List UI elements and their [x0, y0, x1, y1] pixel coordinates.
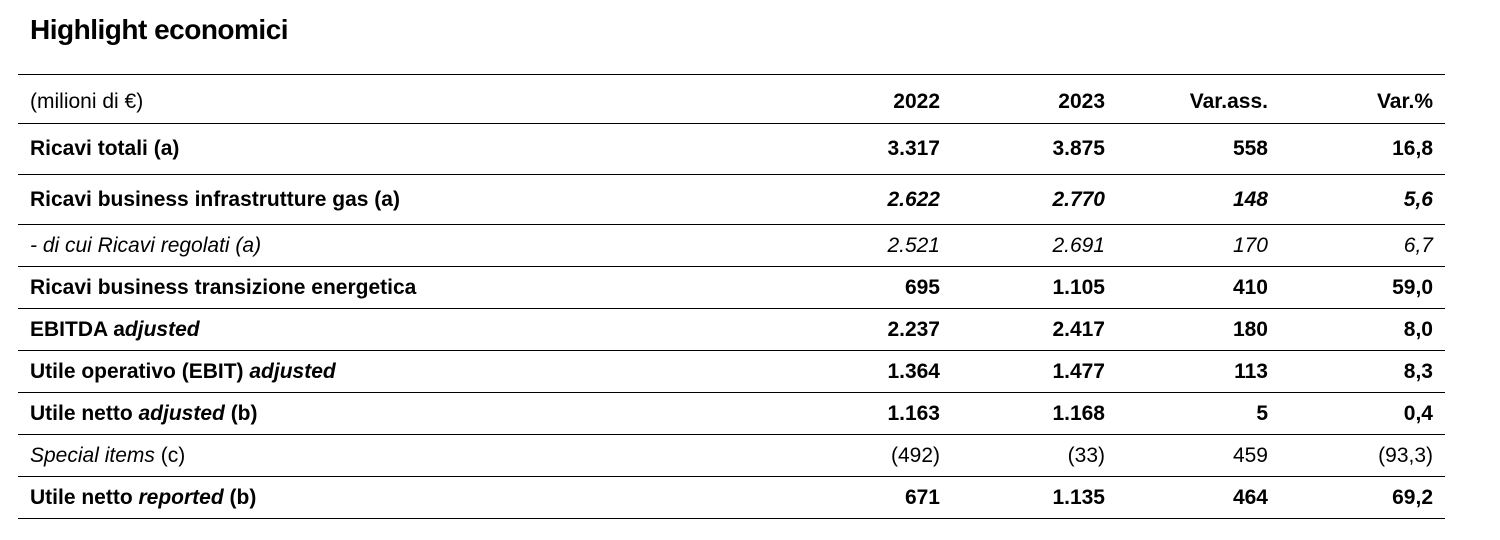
value-cell: 1.168 [940, 392, 1105, 435]
label-part: - di cui Ricavi regolati (a) [30, 233, 262, 257]
label-part: djusted [124, 317, 200, 341]
header-cell: (milioni di €) [18, 74, 783, 124]
row-label: Utile operativo (EBIT) adjusted [18, 350, 783, 393]
value-cell: 459 [1105, 434, 1268, 477]
label-part: Utile netto [30, 485, 139, 509]
value-cell: 1.105 [940, 266, 1105, 309]
value-cell: 2.521 [783, 224, 940, 267]
value-cell: 59,0 [1268, 266, 1445, 309]
value-cell: 6,7 [1268, 224, 1445, 267]
value-cell: 2.691 [940, 224, 1105, 267]
value-cell: 671 [783, 476, 940, 519]
table-row: Ricavi business transizione energetica 69… [18, 266, 1445, 309]
value-cell: 0,4 [1268, 392, 1445, 435]
table-row: Special items (c) (492) (33) 459 (93,3) [18, 434, 1445, 477]
value-cell: 2.237 [783, 308, 940, 351]
table-header: (milioni di €) 2022 2023 Var.ass. Var.% [18, 74, 1445, 124]
row-label: Utile netto adjusted (b) [18, 392, 783, 435]
value-cell: 1.477 [940, 350, 1105, 393]
header-cell: 2023 [940, 74, 1105, 124]
table-row: Utile netto reported (b) 671 1.135 464 69,2 [18, 476, 1445, 519]
label-part: Special items [30, 443, 155, 467]
label-part: adjusted [249, 359, 336, 383]
value-cell: 113 [1105, 350, 1268, 393]
label-part: reported [138, 485, 224, 509]
table: (milioni di €) 2022 2023 Var.ass. Var.% … [18, 74, 1445, 519]
label-part: Ricavi totali (a) [30, 137, 180, 160]
header-cell: Var.ass. [1105, 74, 1268, 124]
value-cell: 69,2 [1268, 476, 1445, 519]
table-row: Ricavi business infrastrutture gas (a) 2.… [18, 174, 1445, 225]
row-label: EBITDA adjusted [18, 308, 783, 351]
label-part: adjusted [138, 401, 225, 425]
table-row: Utile netto adjusted (b) 1.163 1.168 5 0,4 [18, 392, 1445, 435]
row-label: Ricavi totali (a) [18, 123, 783, 175]
value-cell: 180 [1105, 308, 1268, 351]
label-part: Utile operativo (EBIT) [30, 359, 250, 383]
value-cell: 16,8 [1268, 123, 1445, 175]
row-label: Special items (c) [18, 434, 783, 477]
header-cell: 2022 [783, 74, 940, 124]
value-cell: 170 [1105, 224, 1268, 267]
row-label: Ricavi business infrastrutture gas (a) [18, 174, 783, 225]
header-cell: Var.% [1268, 74, 1445, 124]
label-part: EBITDA a [30, 317, 125, 341]
value-cell: 5 [1105, 392, 1268, 435]
value-cell: (93,3) [1268, 434, 1445, 477]
value-cell: 2.622 [783, 174, 940, 225]
label-part: (c) [154, 443, 186, 467]
value-cell: 410 [1105, 266, 1268, 309]
label-part: Ricavi business infrastrutture gas (a) [30, 187, 400, 211]
value-cell: 3.875 [940, 123, 1105, 175]
row-label: Ricavi business transizione energetica [18, 266, 783, 309]
label-part: (b) [223, 485, 257, 509]
row-label: Utile netto reported (b) [18, 476, 783, 519]
label-part: Ricavi business transizione energetica [30, 275, 417, 299]
value-cell: 1.364 [783, 350, 940, 393]
value-cell: 2.417 [940, 308, 1105, 351]
row-label: - di cui Ricavi regolati (a) [18, 224, 783, 267]
value-cell: 5,6 [1268, 174, 1445, 225]
value-cell: 695 [783, 266, 940, 309]
value-cell: 8,0 [1268, 308, 1445, 351]
table-row: Ricavi totali (a) 3.317 3.875 558 16,8 [18, 123, 1445, 175]
value-cell: (492) [783, 434, 940, 477]
label-part: (b) [224, 401, 258, 425]
value-cell: 558 [1105, 123, 1268, 175]
value-cell: 1.163 [783, 392, 940, 435]
table-row: - di cui Ricavi regolati (a) 2.521 2.691 17… [18, 224, 1445, 267]
label-part: Utile netto [30, 401, 139, 425]
value-cell: 3.317 [783, 123, 940, 175]
table-body: Ricavi totali (a) 3.317 3.875 558 16,8 Ricavi… [18, 123, 1445, 519]
value-cell: 148 [1105, 174, 1268, 225]
header-row: (milioni di €) 2022 2023 Var.ass. Var.% [18, 74, 1445, 124]
value-cell: 464 [1105, 476, 1268, 519]
table-row: EBITDA adjusted 2.237 2.417 180 8,0 [18, 308, 1445, 351]
value-cell: 1.135 [940, 476, 1105, 519]
value-cell: (33) [940, 434, 1105, 477]
table-row: Utile operativo (EBIT) adjusted 1.364 1.47… [18, 350, 1445, 393]
value-cell: 8,3 [1268, 350, 1445, 393]
title: Highlight economici [30, 14, 289, 45]
value-cell: 2.770 [940, 174, 1105, 225]
